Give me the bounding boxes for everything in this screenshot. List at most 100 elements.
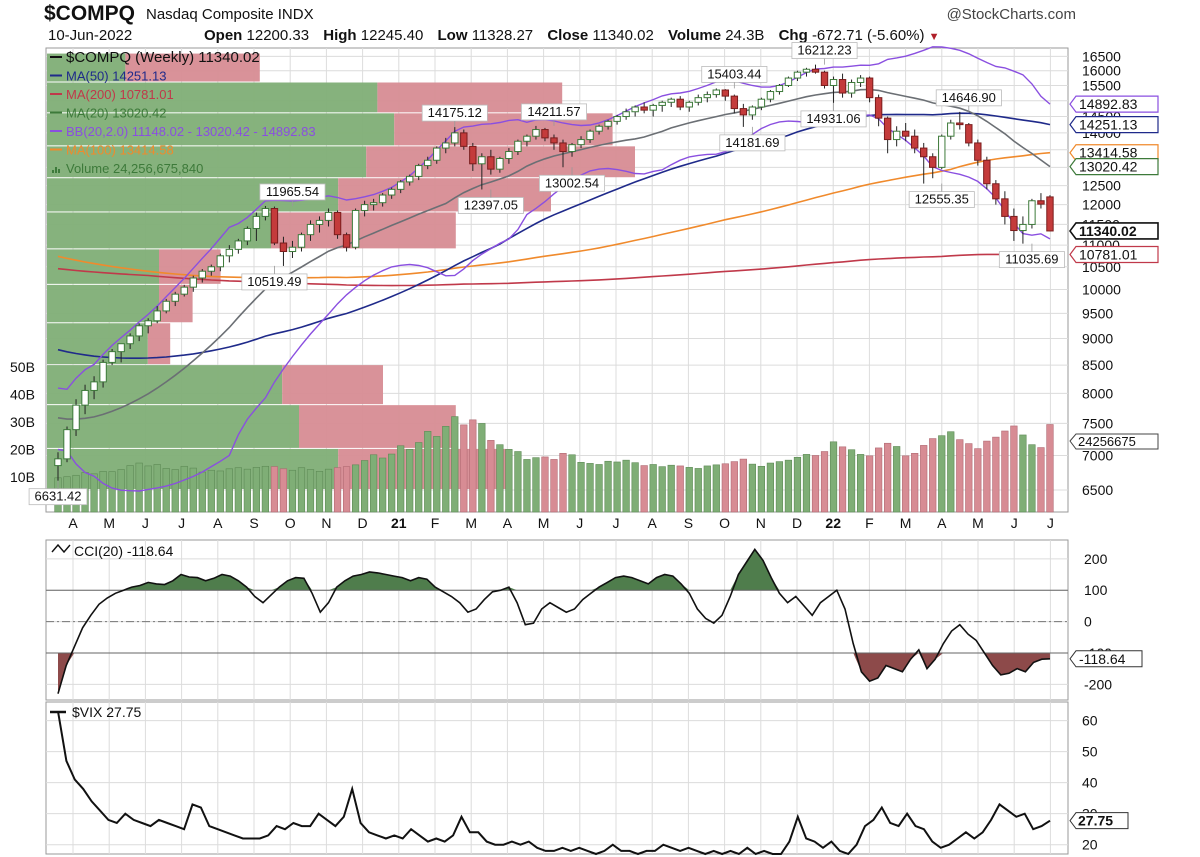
change-value: -672.71 (-5.60%) [811, 27, 925, 44]
month-tick-label: F [431, 515, 440, 531]
candle-up [595, 125, 603, 132]
volume-bar [442, 426, 450, 513]
month-tick-label: S [684, 515, 693, 531]
volume-bar [847, 449, 856, 513]
volume-tick-label: 40B [10, 387, 35, 403]
volume-bar [162, 468, 170, 513]
volume-bar [397, 445, 405, 513]
price-annotation: 10519.49 [241, 265, 308, 291]
volume-bar [595, 464, 603, 513]
volume-bar [856, 454, 865, 513]
volume-tick-label: 30B [10, 414, 35, 430]
price-tick-label: 16000 [1082, 63, 1121, 79]
price-annotation: 14181.69 [719, 126, 786, 152]
month-tick-label: S [249, 515, 258, 531]
volume-profile-down-bar [125, 53, 260, 82]
candle-down [1001, 198, 1009, 217]
volume-bar [884, 442, 892, 513]
candle-down [541, 129, 549, 139]
volume-bar [694, 468, 702, 513]
cci-legend-icon [51, 543, 71, 554]
annotation-label: 15403.44 [707, 66, 761, 81]
vix-last-tag-box [1069, 812, 1129, 830]
month-tick-label: N [321, 515, 331, 531]
candle-up [81, 389, 89, 406]
volume-bar [631, 462, 639, 513]
month-tick-label: J [1047, 515, 1054, 531]
close-label: Close [547, 27, 589, 44]
volume-bar [460, 424, 468, 513]
price-tick-label: 7000 [1082, 448, 1113, 464]
candle-up [433, 147, 441, 161]
volume-bar [252, 467, 260, 513]
candle-up [378, 194, 387, 204]
price-tick-label: 7500 [1082, 415, 1113, 431]
price-annotation: 14211.57 [520, 103, 587, 126]
volume-bar [712, 464, 720, 513]
legend-volume-glyph [55, 167, 57, 173]
volume-bar [586, 463, 594, 513]
volume-last-tag-box [1069, 433, 1159, 450]
volume-bar [108, 471, 116, 513]
legend-label-ma100: MA(100) 13414.58 [66, 143, 174, 158]
volume-profile-up-bar [47, 284, 159, 323]
candle-up [63, 429, 71, 460]
price-tick-label: 12500 [1082, 178, 1121, 194]
month-tick-label: F [865, 515, 874, 531]
candle-up [405, 175, 414, 183]
volume-axis: 10B 20B 30B 40B 50B [10, 359, 35, 485]
end-label-bb: 14892.83 [1069, 95, 1159, 113]
candle-down [901, 130, 910, 137]
open-value: 12200.33 [246, 27, 310, 44]
candle-up [658, 101, 666, 106]
volume-bar [703, 465, 711, 513]
price-tick-label: 6500 [1082, 482, 1113, 498]
volume-bar [135, 462, 143, 513]
volume-bar [279, 468, 288, 513]
candle-down [920, 147, 928, 158]
vix-tick-label: 60 [1082, 713, 1098, 729]
volume-bar [793, 456, 802, 513]
month-tick-label: O [719, 515, 730, 531]
cci-tick-label: 200 [1084, 551, 1108, 567]
price-annotation: 6631.42 [28, 480, 88, 506]
cci-tick-label: 0 [1084, 614, 1092, 630]
chart-date: 10-Jun-2022 [48, 27, 133, 44]
volume-profile-down-bar [147, 323, 171, 365]
annotation-label: 14646.90 [942, 90, 996, 105]
volume-bar [1046, 424, 1054, 513]
legend-volume-glyph [52, 170, 54, 173]
cci-panel-frame [45, 539, 1069, 701]
month-tick-label: 22 [825, 515, 841, 531]
candle-up [784, 77, 793, 86]
candle-up [523, 135, 531, 142]
volume-bar [433, 436, 441, 513]
volume-bar [415, 442, 423, 513]
candle-up [478, 156, 486, 165]
candle-up [162, 300, 170, 312]
volume-bar [451, 416, 459, 513]
volume-bar [297, 467, 306, 513]
month-tick-label: D [358, 515, 368, 531]
price-annotation: 11965.54 [259, 183, 326, 206]
volume-bar [388, 453, 396, 513]
candle-up [649, 104, 657, 111]
candle-down [838, 79, 847, 94]
candle-up [135, 325, 143, 337]
price-annotation: 14175.12 [421, 104, 488, 128]
candle-down [487, 156, 495, 170]
volume-profile-up-bar [47, 405, 299, 448]
volume-bar [568, 454, 576, 513]
candle-up [225, 248, 234, 257]
candle-down [550, 137, 558, 144]
candle-down [721, 89, 730, 97]
volume-last-value: 24256675 [1078, 434, 1136, 449]
candle-up [243, 227, 252, 242]
candle-up [153, 310, 161, 322]
legend-label-price: $COMPQ (Weekly) 11340.02 [66, 49, 260, 66]
volume-bar [361, 460, 369, 513]
volume-bar [811, 455, 820, 513]
month-tick-label: A [648, 515, 658, 531]
